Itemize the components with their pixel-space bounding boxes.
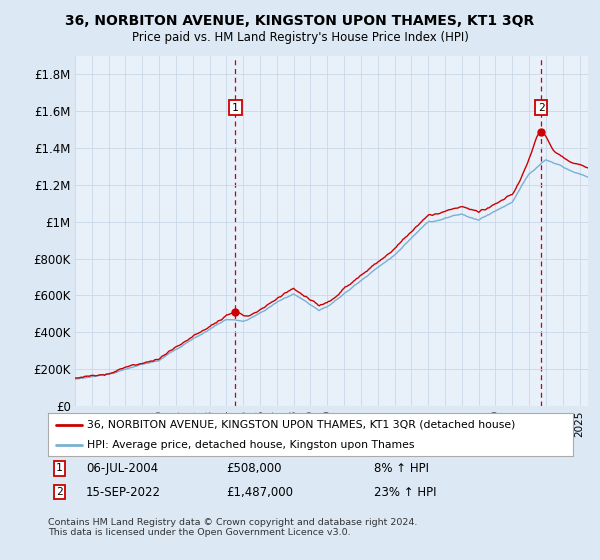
Text: 1: 1: [232, 102, 239, 113]
Text: 8% ↑ HPI: 8% ↑ HPI: [373, 462, 428, 475]
Text: £1,487,000: £1,487,000: [227, 486, 293, 498]
Text: 2: 2: [538, 102, 544, 113]
Text: 06-JUL-2004: 06-JUL-2004: [86, 462, 158, 475]
Text: £508,000: £508,000: [227, 462, 282, 475]
Text: HPI: Average price, detached house, Kingston upon Thames: HPI: Average price, detached house, King…: [88, 440, 415, 450]
Text: 2: 2: [56, 487, 63, 497]
Text: 1: 1: [56, 463, 63, 473]
Text: 36, NORBITON AVENUE, KINGSTON UPON THAMES, KT1 3QR: 36, NORBITON AVENUE, KINGSTON UPON THAME…: [65, 14, 535, 28]
Text: Contains HM Land Registry data © Crown copyright and database right 2024.
This d: Contains HM Land Registry data © Crown c…: [48, 518, 418, 538]
Text: Price paid vs. HM Land Registry's House Price Index (HPI): Price paid vs. HM Land Registry's House …: [131, 31, 469, 44]
Text: 15-SEP-2022: 15-SEP-2022: [86, 486, 161, 498]
Text: 36, NORBITON AVENUE, KINGSTON UPON THAMES, KT1 3QR (detached house): 36, NORBITON AVENUE, KINGSTON UPON THAME…: [88, 419, 516, 430]
Text: 23% ↑ HPI: 23% ↑ HPI: [373, 486, 436, 498]
